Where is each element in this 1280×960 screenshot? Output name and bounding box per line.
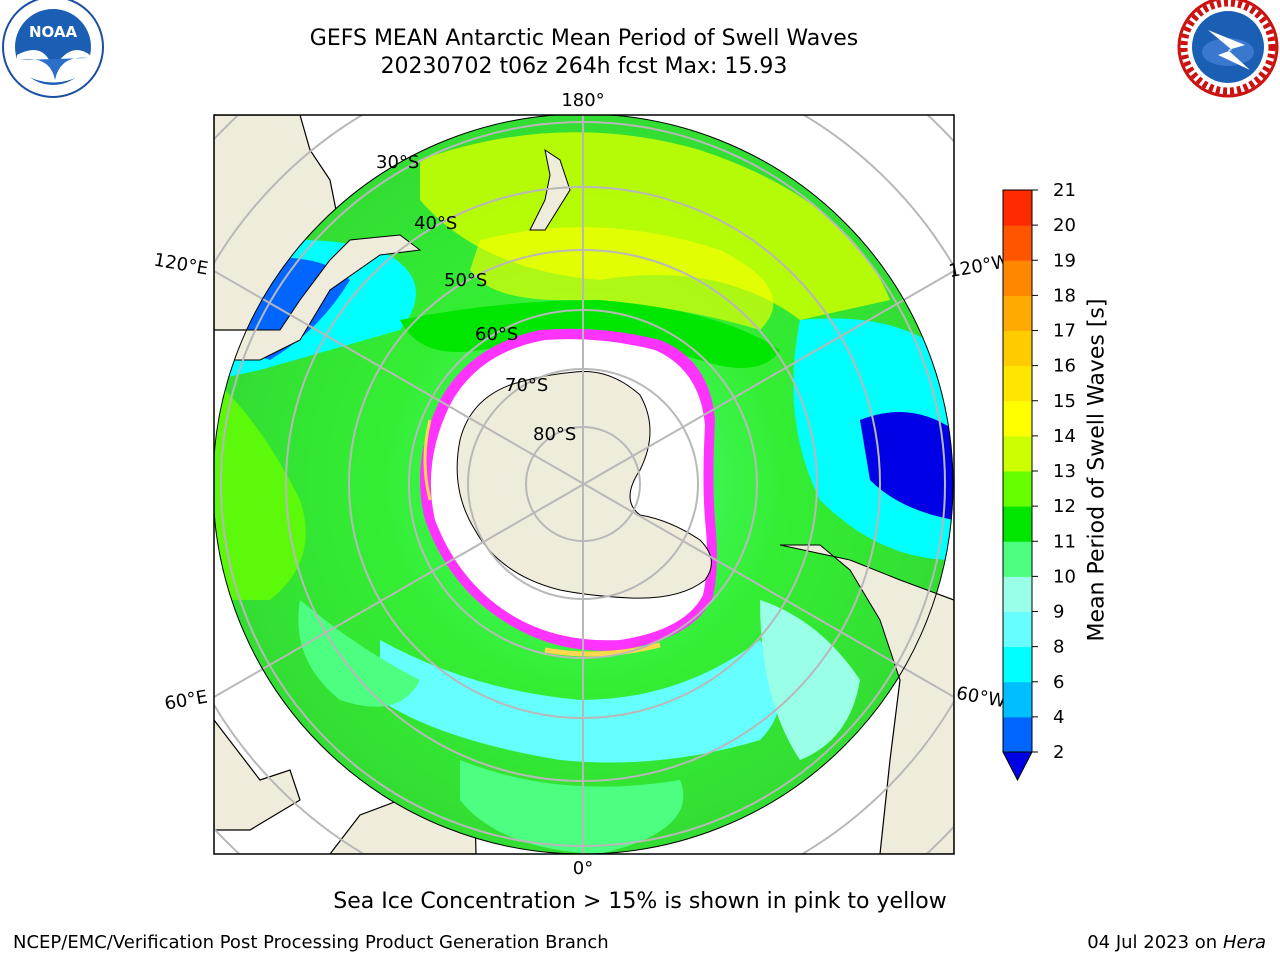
lat-label-60: 60°S xyxy=(475,324,518,345)
colorbar-tick-label: 15 xyxy=(1053,391,1076,412)
colorbar-tick-label: 16 xyxy=(1053,356,1076,377)
colorbar-segment xyxy=(1003,435,1032,472)
colorbar-tick-label: 6 xyxy=(1053,672,1064,693)
lat-label-40: 40°S xyxy=(414,213,457,234)
sea-ice-note: Sea Ice Concentration > 15% is shown in … xyxy=(333,889,947,914)
lon-label-120w: 120°W xyxy=(947,251,1011,282)
noaa-logo-text: NOAA xyxy=(29,23,78,41)
map-frame xyxy=(213,114,955,855)
footer-credit: NCEP/EMC/Verification Post Processing Pr… xyxy=(13,932,609,953)
noaa-logo-icon: NOAA xyxy=(2,0,104,98)
colorbar-tick-label: 14 xyxy=(1053,426,1076,447)
lon-label-180: 180° xyxy=(561,90,604,111)
colorbar-label: Mean Period of Swell Waves [s] xyxy=(1084,298,1110,642)
colorbar-segment xyxy=(1003,611,1032,648)
colorbar-segment xyxy=(1003,190,1032,226)
graticule xyxy=(214,115,954,854)
colorbar-tick-label: 19 xyxy=(1053,250,1076,271)
footer-date: 04 Jul 2023 on Hera xyxy=(1087,932,1266,953)
colorbar-segment xyxy=(1003,646,1032,683)
lon-label-60w: 60°W xyxy=(955,683,1008,712)
footer-date-text: 04 Jul 2023 on xyxy=(1087,932,1223,953)
colorbar-extension xyxy=(1002,751,1033,782)
lon-label-120e: 120°E xyxy=(152,249,210,279)
map-subtitle: 20230702 t06z 264h fcst Max: 15.93 xyxy=(380,54,788,79)
colorbar xyxy=(1002,189,1033,782)
swell-period-field xyxy=(214,132,953,854)
lat-label-50: 50°S xyxy=(444,270,487,291)
colorbar-segment xyxy=(1003,471,1032,507)
colorbar-tick-label: 11 xyxy=(1053,531,1076,552)
map-title: GEFS MEAN Antarctic Mean Period of Swell… xyxy=(309,26,859,51)
colorbar-segment xyxy=(1003,330,1032,367)
lat-label-30: 30°S xyxy=(376,152,419,173)
colorbar-tick-label: 20 xyxy=(1053,215,1076,236)
colorbar-segment xyxy=(1003,225,1032,261)
footer-machine: Hera xyxy=(1222,932,1266,953)
colorbar-tick-label: 9 xyxy=(1053,602,1064,623)
colorbar-segment xyxy=(1003,506,1032,542)
colorbar-segment xyxy=(1003,260,1032,296)
colorbar-tick-label: 21 xyxy=(1053,180,1076,201)
lon-label-60e: 60°E xyxy=(163,686,209,714)
colorbar-tick-label: 18 xyxy=(1053,285,1076,306)
colorbar-segment xyxy=(1003,541,1032,577)
colorbar-ticks: 21 20 19 18 17 16 15 14 13 12 11 10 9 8 6 4 2 xyxy=(1032,180,1076,763)
colorbar-tick-label: 12 xyxy=(1053,496,1076,517)
colorbar-tick-label: 2 xyxy=(1053,742,1064,763)
lat-label-80: 80°S xyxy=(533,424,576,445)
nws-logo-icon xyxy=(1177,0,1279,98)
colorbar-tick-label: 13 xyxy=(1053,461,1076,482)
colorbar-segment xyxy=(1003,576,1032,612)
colorbar-tick-label: 4 xyxy=(1053,707,1064,728)
colorbar-tick-label: 10 xyxy=(1053,566,1076,587)
map-boundary xyxy=(214,115,954,854)
colorbar-segment xyxy=(1003,295,1032,331)
lon-label-0: 0° xyxy=(573,858,593,879)
colorbar-segment xyxy=(1003,365,1032,402)
colorbar-segment xyxy=(1003,400,1032,437)
colorbar-segment xyxy=(1003,681,1032,718)
colorbar-tick-label: 8 xyxy=(1053,637,1064,658)
colorbar-tick-label: 17 xyxy=(1053,321,1076,342)
lat-label-70: 70°S xyxy=(505,375,548,396)
colorbar-segment xyxy=(1003,716,1032,753)
